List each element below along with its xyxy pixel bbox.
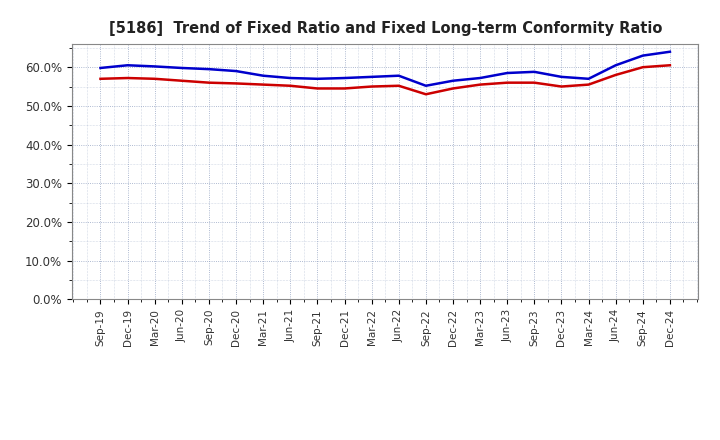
Fixed Long-term Conformity Ratio [341, 86, 349, 91]
Fixed Long-term Conformity Ratio [421, 92, 430, 97]
Fixed Ratio [178, 65, 186, 70]
Fixed Long-term Conformity Ratio [367, 84, 376, 89]
Fixed Ratio [204, 66, 213, 72]
Fixed Long-term Conformity Ratio [313, 86, 322, 91]
Fixed Ratio [313, 76, 322, 81]
Fixed Ratio [123, 62, 132, 68]
Fixed Long-term Conformity Ratio [449, 86, 457, 91]
Fixed Long-term Conformity Ratio [204, 80, 213, 85]
Line: Fixed Long-term Conformity Ratio: Fixed Long-term Conformity Ratio [101, 65, 670, 94]
Fixed Long-term Conformity Ratio [178, 78, 186, 83]
Fixed Ratio [96, 65, 105, 70]
Fixed Ratio [367, 74, 376, 80]
Line: Fixed Ratio: Fixed Ratio [101, 52, 670, 86]
Fixed Long-term Conformity Ratio [150, 76, 159, 81]
Fixed Long-term Conformity Ratio [530, 80, 539, 85]
Fixed Ratio [421, 83, 430, 88]
Fixed Long-term Conformity Ratio [96, 76, 105, 81]
Fixed Long-term Conformity Ratio [123, 75, 132, 81]
Fixed Long-term Conformity Ratio [286, 83, 294, 88]
Fixed Ratio [449, 78, 457, 83]
Fixed Ratio [584, 76, 593, 81]
Fixed Ratio [341, 75, 349, 81]
Fixed Long-term Conformity Ratio [584, 82, 593, 87]
Fixed Long-term Conformity Ratio [259, 82, 268, 87]
Fixed Ratio [530, 69, 539, 74]
Fixed Long-term Conformity Ratio [476, 82, 485, 87]
Title: [5186]  Trend of Fixed Ratio and Fixed Long-term Conformity Ratio: [5186] Trend of Fixed Ratio and Fixed Lo… [109, 21, 662, 36]
Fixed Long-term Conformity Ratio [639, 65, 647, 70]
Fixed Ratio [232, 69, 240, 74]
Fixed Long-term Conformity Ratio [395, 83, 403, 88]
Fixed Ratio [639, 53, 647, 58]
Fixed Ratio [665, 49, 674, 55]
Fixed Long-term Conformity Ratio [503, 80, 511, 85]
Fixed Ratio [286, 75, 294, 81]
Fixed Ratio [476, 75, 485, 81]
Fixed Ratio [395, 73, 403, 78]
Fixed Ratio [259, 73, 268, 78]
Fixed Long-term Conformity Ratio [665, 62, 674, 68]
Fixed Ratio [150, 64, 159, 69]
Legend: Fixed Ratio, Fixed Long-term Conformity Ratio: Fixed Ratio, Fixed Long-term Conformity … [190, 438, 580, 440]
Fixed Ratio [503, 70, 511, 76]
Fixed Long-term Conformity Ratio [557, 84, 566, 89]
Fixed Ratio [611, 62, 620, 68]
Fixed Ratio [557, 74, 566, 80]
Fixed Long-term Conformity Ratio [232, 81, 240, 86]
Fixed Long-term Conformity Ratio [611, 72, 620, 77]
